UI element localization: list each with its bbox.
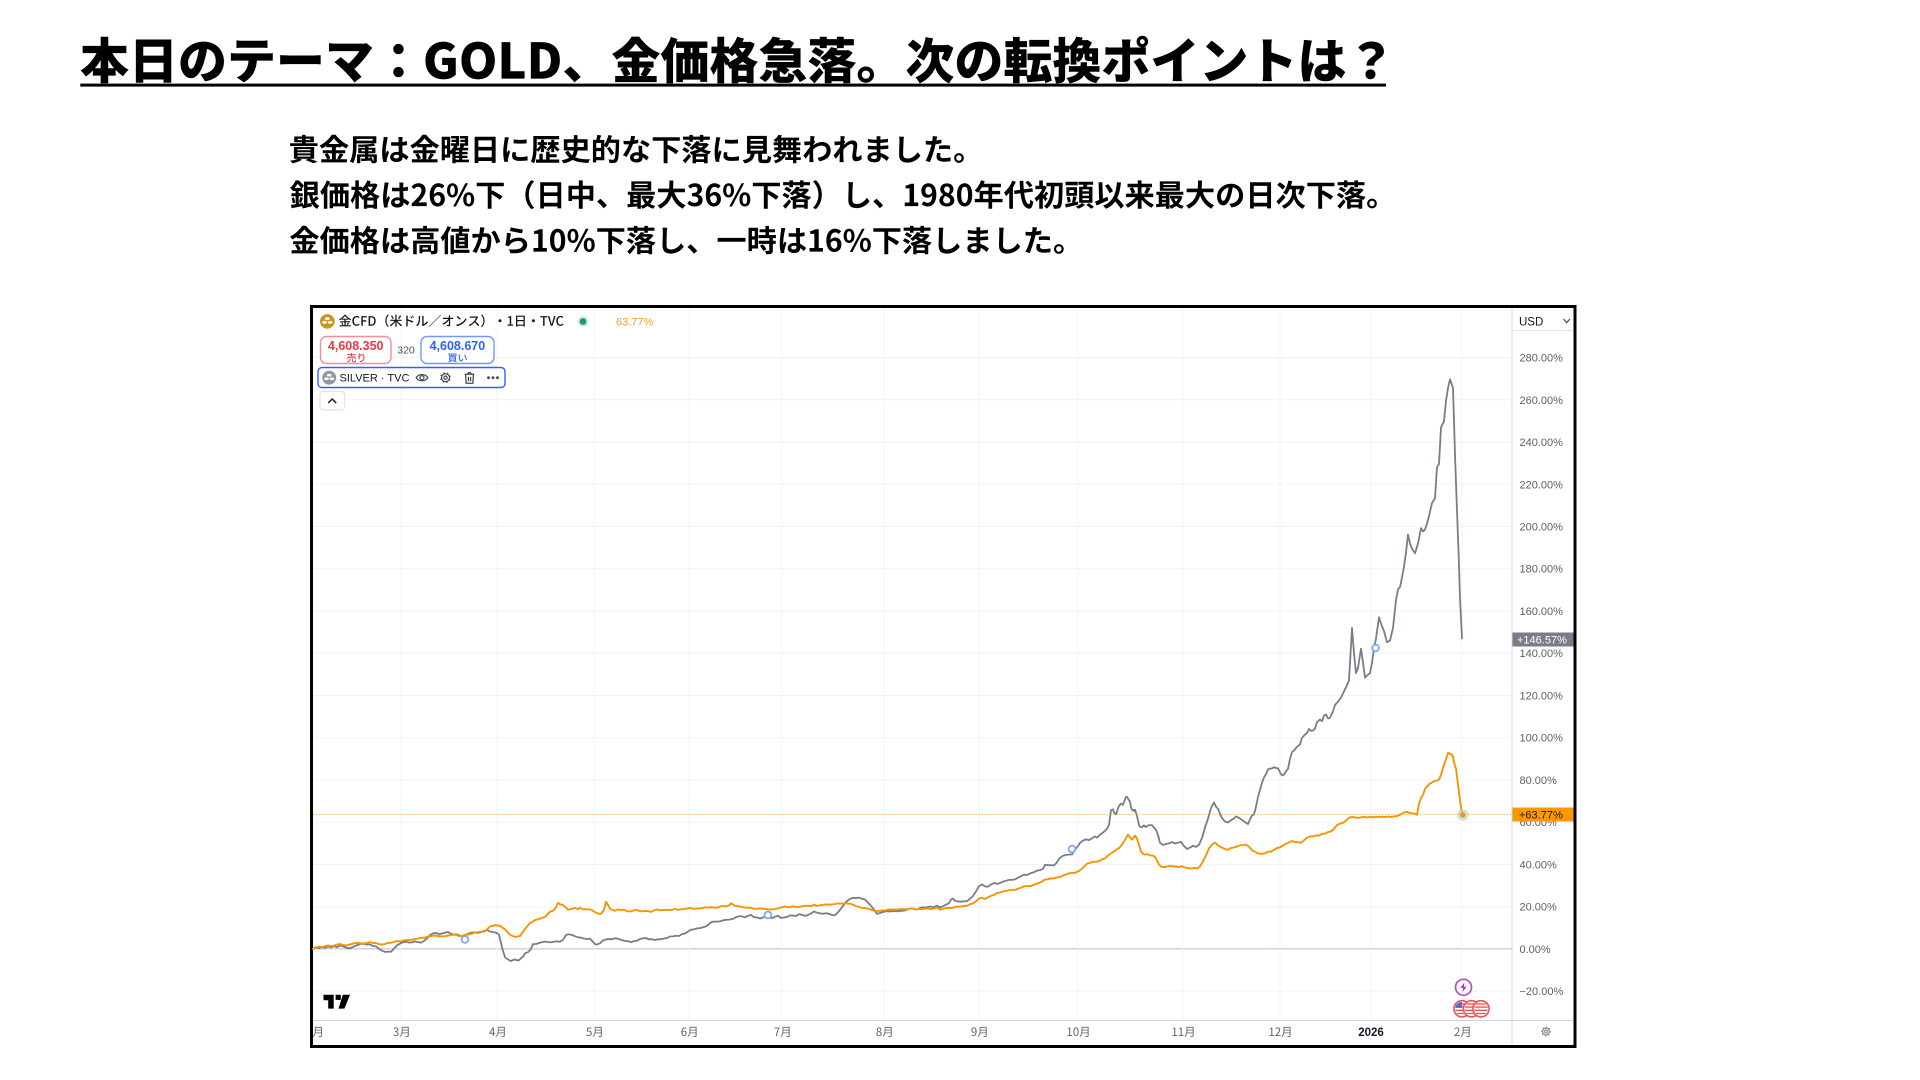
svg-text:+63.77%: +63.77% [1519, 810, 1563, 822]
svg-text:240.00%: 240.00% [1520, 437, 1564, 449]
svg-text:2026: 2026 [1358, 1027, 1384, 1039]
svg-text:USD: USD [1519, 317, 1543, 329]
svg-text:100.00%: 100.00% [1520, 733, 1564, 745]
svg-text:SILVER · TVC: SILVER · TVC [340, 373, 410, 385]
svg-text:20.00%: 20.00% [1520, 902, 1558, 914]
svg-text:120.00%: 120.00% [1520, 691, 1564, 703]
svg-text:160.00%: 160.00% [1520, 606, 1564, 618]
svg-text:320: 320 [397, 345, 415, 357]
svg-text:4,608.350: 4,608.350 [328, 339, 384, 353]
svg-text:200.00%: 200.00% [1520, 522, 1564, 534]
svg-text:220.00%: 220.00% [1520, 479, 1564, 491]
svg-text:−20.00%: −20.00% [1520, 986, 1564, 998]
svg-text:80.00%: 80.00% [1520, 775, 1558, 787]
svg-text:+146.57%: +146.57% [1517, 635, 1567, 647]
svg-text:140.00%: 140.00% [1520, 648, 1564, 660]
svg-text:280.00%: 280.00% [1520, 353, 1564, 365]
svg-text:0.00%: 0.00% [1520, 944, 1551, 956]
svg-text:180.00%: 180.00% [1520, 564, 1564, 576]
svg-text:260.00%: 260.00% [1520, 395, 1564, 407]
svg-text:4,608.670: 4,608.670 [430, 339, 486, 353]
svg-text:40.00%: 40.00% [1520, 859, 1558, 871]
svg-text:63.77%: 63.77% [616, 317, 654, 329]
